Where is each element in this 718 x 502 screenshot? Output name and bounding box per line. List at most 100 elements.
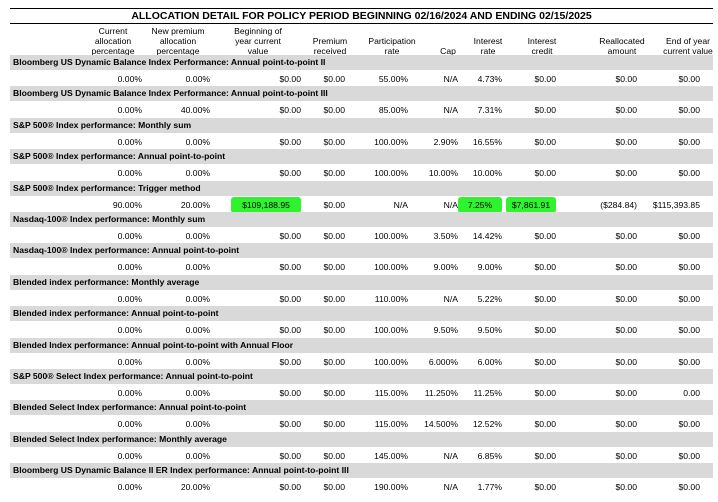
value-cell-new-premium-allocation: 0.00% bbox=[185, 293, 210, 304]
value-cell-cap: 10.00% bbox=[428, 168, 458, 179]
column-header-cap: Cap bbox=[430, 45, 466, 57]
value-cell-beginning-value: $0.00 bbox=[279, 325, 301, 336]
value-cell-cap: 6.000% bbox=[428, 356, 458, 367]
column-header-line: Interest bbox=[527, 35, 557, 46]
value-cell-cap: 11.250% bbox=[424, 388, 458, 398]
value-cell-new-premium-allocation: 0.00% bbox=[185, 356, 210, 367]
value-cell-end-of-year-value: $0.00 bbox=[678, 419, 700, 430]
strategy-name-band: S&P 500® Index performance: Trigger meth… bbox=[10, 180, 713, 196]
value-cell-participation-rate: 145.00% bbox=[374, 450, 408, 461]
value-cell-new-premium-allocation: 40.00% bbox=[180, 105, 210, 116]
column-header-line: year current bbox=[235, 35, 281, 46]
value-cell-current-allocation: 0.00% bbox=[117, 325, 142, 336]
value-cell-new-premium-allocation: 0.00% bbox=[185, 388, 210, 398]
column-header-line: Beginning of bbox=[234, 26, 282, 36]
value-cell-participation-rate: 100.00% bbox=[374, 136, 408, 147]
value-cell-cap: N/A bbox=[443, 105, 458, 116]
column-header-premium-received: Premium received bbox=[302, 35, 358, 57]
value-cell-interest-rate: 12.52% bbox=[472, 419, 502, 430]
value-cell-new-premium-allocation: 0.00% bbox=[185, 168, 210, 179]
value-cell-current-allocation: 0.00% bbox=[117, 482, 142, 493]
value-cell-end-of-year-value: $0.00 bbox=[678, 168, 700, 179]
value-cell-current-allocation: 0.00% bbox=[117, 105, 142, 116]
value-cell-current-allocation: 0.00% bbox=[117, 231, 142, 241]
value-cell-interest-credit: $0.00 bbox=[534, 388, 556, 398]
value-cell-new-premium-allocation: 0.00% bbox=[185, 262, 210, 273]
value-cell-interest-credit: $0.00 bbox=[534, 325, 556, 336]
column-header-reallocated-amount: Reallocated amount bbox=[587, 35, 657, 57]
value-cell-current-allocation: 0.00% bbox=[117, 168, 142, 179]
value-cell-interest-rate: 11.25% bbox=[473, 388, 502, 398]
value-cell-end-of-year-value: $115,393.85 bbox=[652, 199, 700, 210]
value-cell-new-premium-allocation: 20.00% bbox=[180, 199, 210, 210]
value-cell-interest-rate: 5.22% bbox=[477, 293, 502, 304]
value-cell-new-premium-allocation: 0.00% bbox=[185, 419, 210, 430]
value-cell-end-of-year-value: $0.00 bbox=[678, 231, 700, 241]
value-cell-end-of-year-value: $0.00 bbox=[678, 482, 700, 493]
value-cell-beginning-value: $0.00 bbox=[279, 136, 301, 147]
value-cell-cap: N/A bbox=[443, 74, 458, 84]
value-cell-beginning-value: $0.00 bbox=[279, 168, 301, 179]
value-cell-premium-received: $0.00 bbox=[323, 450, 345, 461]
value-cell-current-allocation: 0.00% bbox=[117, 388, 142, 398]
value-cell-premium-received: $0.00 bbox=[323, 388, 345, 398]
strategy-name-band: Bloomberg US Dynamic Balance Index Perfo… bbox=[10, 86, 713, 102]
value-cell-end-of-year-value: $0.00 bbox=[678, 356, 700, 367]
column-header-line: received bbox=[313, 45, 347, 56]
value-cell-cap: N/A bbox=[443, 450, 458, 461]
value-cell-beginning-value: $0.00 bbox=[279, 356, 301, 367]
column-header-beginning-value: Beginning of year current value bbox=[223, 26, 293, 56]
value-cell-cap: 9.00% bbox=[433, 262, 458, 273]
column-header-line: value bbox=[247, 45, 269, 56]
value-cell-interest-rate: 9.00% bbox=[477, 262, 502, 273]
value-cell-new-premium-allocation: 0.00% bbox=[185, 231, 210, 241]
column-header-current-allocation: Current allocation percentage bbox=[78, 26, 148, 56]
column-header-line: percentage bbox=[91, 45, 135, 56]
value-cell-cap: 2.90% bbox=[433, 136, 458, 147]
value-cell-premium-received: $0.00 bbox=[323, 74, 345, 84]
value-cell-end-of-year-value: 0.00 bbox=[683, 388, 700, 398]
column-header-line: Premium bbox=[312, 35, 348, 46]
value-cell-premium-received: $0.00 bbox=[323, 356, 345, 367]
column-header-participation-rate: Participation rate bbox=[361, 36, 423, 57]
strategy-name-band: S&P 500® Select Index performance: Annua… bbox=[10, 369, 713, 384]
value-cell-interest-rate: 6.85% bbox=[477, 450, 502, 461]
value-cell-interest-rate: 7.25% bbox=[458, 196, 502, 213]
value-cell-interest-credit: $0.00 bbox=[534, 136, 556, 147]
value-cell-end-of-year-value: $0.00 bbox=[678, 450, 700, 461]
value-cell-current-allocation: 0.00% bbox=[117, 262, 142, 273]
column-header-new-premium-allocation: New premium allocation percentage bbox=[143, 26, 213, 56]
value-cell-end-of-year-value: $0.00 bbox=[678, 105, 700, 116]
value-cell-cap: N/A bbox=[443, 482, 458, 493]
value-cell-premium-received: $0.00 bbox=[323, 105, 345, 116]
value-cell-interest-rate: 6.00% bbox=[477, 356, 502, 367]
value-cell-current-allocation: 0.00% bbox=[117, 136, 142, 147]
value-cell-reallocated-amount: $0.00 bbox=[615, 105, 637, 116]
strategy-name-band: S&P 500® Index performance: Annual point… bbox=[10, 149, 713, 165]
value-cell-new-premium-allocation: 0.00% bbox=[185, 136, 210, 147]
column-header-line: Reallocated bbox=[599, 35, 645, 46]
value-cell-beginning-value: $0.00 bbox=[279, 262, 301, 273]
column-header-line: amount bbox=[607, 45, 637, 56]
value-cell-interest-rate: 7.31% bbox=[477, 105, 502, 116]
column-header-line: current value bbox=[663, 45, 713, 56]
value-cell-end-of-year-value: $0.00 bbox=[678, 74, 700, 84]
value-cell-reallocated-amount: $0.00 bbox=[615, 388, 637, 398]
value-cell-new-premium-allocation: 0.00% bbox=[185, 325, 210, 336]
value-cell-interest-credit: $0.00 bbox=[534, 74, 556, 84]
value-cell-participation-rate: 115.00% bbox=[374, 388, 408, 398]
value-cell-interest-credit: $0.00 bbox=[534, 105, 556, 116]
column-header-line: Cap bbox=[440, 45, 456, 56]
column-header-line: rate bbox=[384, 45, 400, 56]
value-cell-cap: 14.500% bbox=[424, 419, 458, 430]
value-cell-interest-credit: $0.00 bbox=[534, 482, 556, 493]
value-cell-reallocated-amount: $0.00 bbox=[615, 450, 637, 461]
value-cell-interest-credit: $0.00 bbox=[534, 450, 556, 461]
value-cell-current-allocation: 0.00% bbox=[117, 293, 142, 304]
value-cell-beginning-value: $0.00 bbox=[279, 231, 301, 241]
value-cell-beginning-value: $0.00 bbox=[279, 388, 301, 398]
strategy-name-band: S&P 500® Index performance: Monthly sum bbox=[10, 117, 713, 133]
value-cell-current-allocation: 0.00% bbox=[117, 450, 142, 461]
value-cell-interest-rate: 4.73% bbox=[477, 74, 502, 84]
value-cell-participation-rate: 100.00% bbox=[374, 325, 408, 336]
